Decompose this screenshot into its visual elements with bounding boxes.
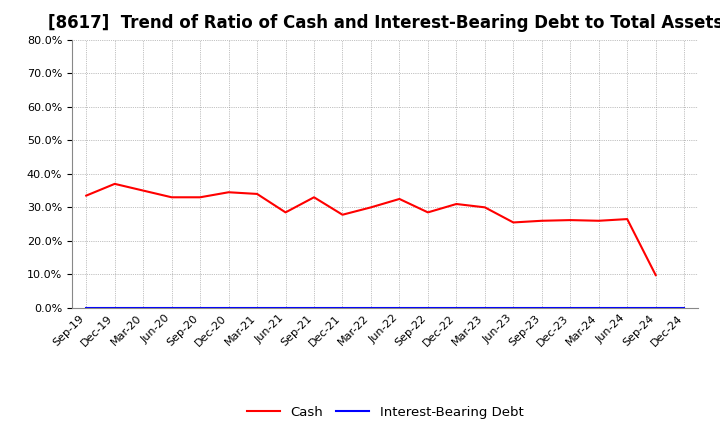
- Cash: [623, 216, 631, 222]
- Interest-Bearing Debt: [395, 305, 404, 311]
- Cash: [395, 196, 404, 202]
- Interest-Bearing Debt: [253, 305, 261, 311]
- Interest-Bearing Debt: [652, 305, 660, 311]
- Cash: [139, 188, 148, 193]
- Interest-Bearing Debt: [623, 305, 631, 311]
- Interest-Bearing Debt: [680, 305, 688, 311]
- Cash: [480, 205, 489, 210]
- Cash: [82, 193, 91, 198]
- Interest-Bearing Debt: [338, 305, 347, 311]
- Interest-Bearing Debt: [509, 305, 518, 311]
- Interest-Bearing Debt: [225, 305, 233, 311]
- Cash: [566, 217, 575, 223]
- Line: Cash: Cash: [86, 184, 656, 275]
- Interest-Bearing Debt: [537, 305, 546, 311]
- Cash: [652, 272, 660, 278]
- Cash: [310, 194, 318, 200]
- Cash: [167, 194, 176, 200]
- Interest-Bearing Debt: [110, 305, 119, 311]
- Interest-Bearing Debt: [452, 305, 461, 311]
- Interest-Bearing Debt: [310, 305, 318, 311]
- Interest-Bearing Debt: [566, 305, 575, 311]
- Title: [8617]  Trend of Ratio of Cash and Interest-Bearing Debt to Total Assets: [8617] Trend of Ratio of Cash and Intere…: [48, 15, 720, 33]
- Cash: [509, 220, 518, 225]
- Cash: [110, 181, 119, 187]
- Interest-Bearing Debt: [196, 305, 204, 311]
- Cash: [452, 202, 461, 207]
- Interest-Bearing Debt: [423, 305, 432, 311]
- Interest-Bearing Debt: [480, 305, 489, 311]
- Cash: [595, 218, 603, 224]
- Interest-Bearing Debt: [595, 305, 603, 311]
- Interest-Bearing Debt: [139, 305, 148, 311]
- Cash: [225, 190, 233, 195]
- Interest-Bearing Debt: [167, 305, 176, 311]
- Interest-Bearing Debt: [282, 305, 290, 311]
- Cash: [338, 212, 347, 217]
- Legend: Cash, Interest-Bearing Debt: Cash, Interest-Bearing Debt: [241, 400, 529, 424]
- Interest-Bearing Debt: [82, 305, 91, 311]
- Cash: [537, 218, 546, 224]
- Cash: [366, 205, 375, 210]
- Cash: [282, 210, 290, 215]
- Cash: [196, 194, 204, 200]
- Cash: [423, 210, 432, 215]
- Interest-Bearing Debt: [366, 305, 375, 311]
- Cash: [253, 191, 261, 197]
